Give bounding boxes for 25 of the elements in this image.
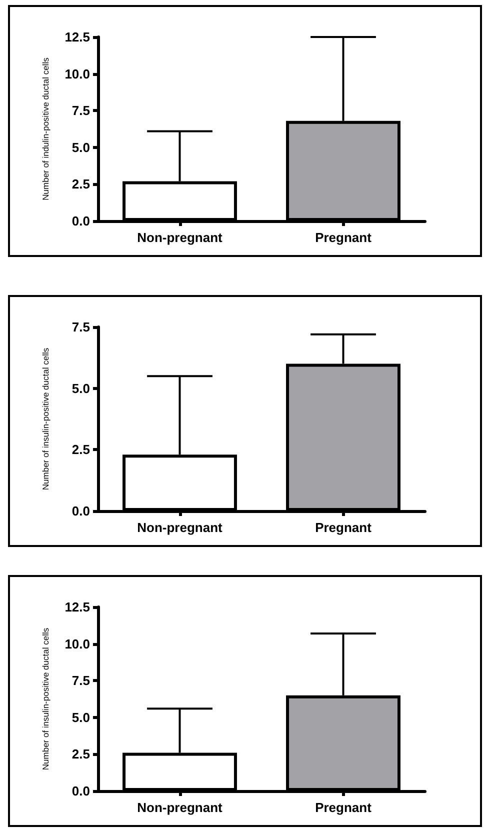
x-tick-label: Pregnant <box>315 520 372 535</box>
y-tick-label: 2.5 <box>72 746 90 762</box>
y-tick-label: 5.0 <box>72 380 90 396</box>
y-tick-label: 12.5 <box>64 600 90 614</box>
x-tick-label: Pregnant <box>315 800 372 815</box>
y-tick-label: 10.0 <box>64 636 90 652</box>
x-tick-label: Non-pregnant <box>137 800 224 815</box>
y-tick-label: 7.5 <box>72 673 90 688</box>
y-tick-label: 12.5 <box>64 30 90 44</box>
y-tick-label: 2.5 <box>72 442 90 458</box>
y-tick-label: 0.0 <box>72 214 90 228</box>
y-tick-label: 10.0 <box>64 66 90 82</box>
y-tick-label: 7.5 <box>72 103 90 118</box>
y-axis-title: Number of insulin-positive ductal cells <box>40 628 50 770</box>
y-tick-label: 5.0 <box>72 710 90 725</box>
y-tick-label: 7.5 <box>72 320 90 334</box>
y-tick-label: 0.0 <box>72 504 90 518</box>
y-tick-label: 2.5 <box>72 176 90 192</box>
y-axis-title: Number of indulin-positive ductal cells <box>40 58 50 200</box>
y-tick-label: 0.0 <box>72 784 90 798</box>
y-tick-label: 5.0 <box>72 140 90 155</box>
x-tick-label: Non-pregnant <box>137 230 224 245</box>
x-tick-label: Non-pregnant <box>137 520 224 535</box>
y-axis-title: Number of insulin-positive ductal cells <box>40 348 50 490</box>
x-tick-label: Pregnant <box>315 230 372 245</box>
